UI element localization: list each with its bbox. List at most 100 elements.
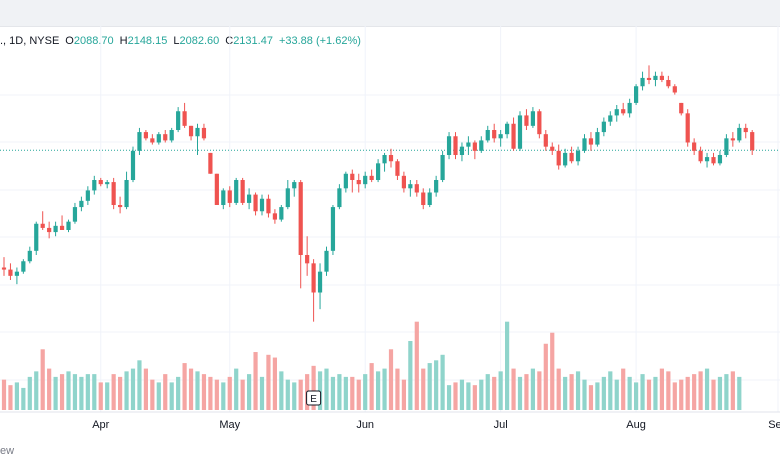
candle xyxy=(47,227,52,233)
candle xyxy=(240,180,245,203)
volume-bar xyxy=(685,376,690,410)
candle xyxy=(427,192,432,205)
candle xyxy=(479,140,484,151)
volume-bar xyxy=(298,379,303,410)
candle xyxy=(627,102,632,114)
volume-bar xyxy=(672,382,677,410)
volume-bar xyxy=(130,368,136,410)
candle xyxy=(66,221,71,230)
candle xyxy=(640,77,645,87)
volume-bar xyxy=(14,382,19,410)
candle xyxy=(369,175,374,180)
candle xyxy=(59,225,65,230)
volume-bar xyxy=(704,368,710,410)
candle xyxy=(750,132,755,151)
earnings-marker xyxy=(306,390,322,406)
close-value: C2131.47 xyxy=(225,35,273,47)
candle xyxy=(569,152,574,162)
volume-bar xyxy=(118,376,123,410)
candle xyxy=(111,182,116,205)
candle xyxy=(679,102,684,114)
candle xyxy=(98,180,103,185)
volume-bar xyxy=(317,371,323,410)
volume-bar xyxy=(459,379,465,410)
candle xyxy=(137,132,142,151)
volume-bar xyxy=(588,385,594,410)
volume-bar xyxy=(382,368,387,410)
volume-bar xyxy=(479,379,484,410)
candle xyxy=(182,111,187,126)
volume-bar xyxy=(692,374,697,410)
volume-bar xyxy=(421,368,426,410)
volume-bar xyxy=(356,379,361,410)
volume-bar xyxy=(105,382,110,410)
volume-bar xyxy=(72,374,78,410)
candle xyxy=(324,250,329,272)
volume-bar xyxy=(614,379,619,410)
volume-bar xyxy=(53,376,58,410)
candle xyxy=(292,182,297,189)
symbol-label: ., 1D, NYSE xyxy=(0,35,60,47)
candle xyxy=(382,155,387,164)
candle xyxy=(711,157,716,164)
volume-bar xyxy=(227,376,232,410)
candle xyxy=(550,146,555,151)
candle xyxy=(34,223,39,251)
candle xyxy=(614,109,619,116)
candle xyxy=(234,180,239,203)
volume-bar xyxy=(711,379,716,410)
volume-bar xyxy=(111,374,116,410)
volume-bar xyxy=(66,371,71,410)
volume-bar xyxy=(221,382,226,410)
volume-bar xyxy=(556,368,561,410)
candle xyxy=(434,180,439,193)
candle xyxy=(401,175,406,189)
candle xyxy=(717,155,723,164)
candle xyxy=(285,188,290,208)
volume-bar xyxy=(640,374,645,410)
candle xyxy=(298,182,303,255)
volume-bar xyxy=(427,363,432,410)
volume-bar xyxy=(730,371,735,410)
ohlc-legend: ., 1D, NYSE O2088.70 H2148.15 L2082.60 C… xyxy=(0,33,361,49)
volume-bar xyxy=(330,376,336,410)
candle xyxy=(653,75,658,80)
candle xyxy=(253,194,258,212)
volume-bar xyxy=(208,376,213,410)
candle xyxy=(659,75,664,80)
candle xyxy=(537,111,542,135)
volume-bar xyxy=(537,371,542,410)
volume-bar xyxy=(505,321,510,410)
candle xyxy=(124,180,129,208)
volume-bar xyxy=(124,371,129,410)
volume-bar xyxy=(511,368,516,410)
volume-bar xyxy=(492,376,497,410)
change-value: +33.88 (+1.62%) xyxy=(278,35,361,47)
candle xyxy=(575,150,581,162)
volume-bar xyxy=(601,376,606,410)
volume-bar xyxy=(292,382,297,410)
volume-bar xyxy=(143,368,148,410)
volume-bar xyxy=(163,374,168,410)
volume-bar xyxy=(666,371,671,410)
candle xyxy=(150,138,155,143)
candle xyxy=(53,225,58,233)
volume-bar xyxy=(59,374,65,410)
x-tick-label: Jun xyxy=(356,419,374,431)
candle xyxy=(685,113,690,143)
candle xyxy=(247,194,252,203)
candle xyxy=(388,155,394,162)
candle xyxy=(279,207,284,220)
volume-bar xyxy=(137,360,142,410)
candle xyxy=(79,200,84,208)
candle xyxy=(259,198,265,212)
volume-bar xyxy=(195,371,200,410)
candle xyxy=(337,188,342,208)
volume-bar xyxy=(150,379,155,410)
candle xyxy=(704,157,710,162)
volume-bar xyxy=(253,352,258,410)
volume-bar xyxy=(717,376,723,410)
candle xyxy=(530,111,535,126)
volume-bar xyxy=(530,368,535,410)
